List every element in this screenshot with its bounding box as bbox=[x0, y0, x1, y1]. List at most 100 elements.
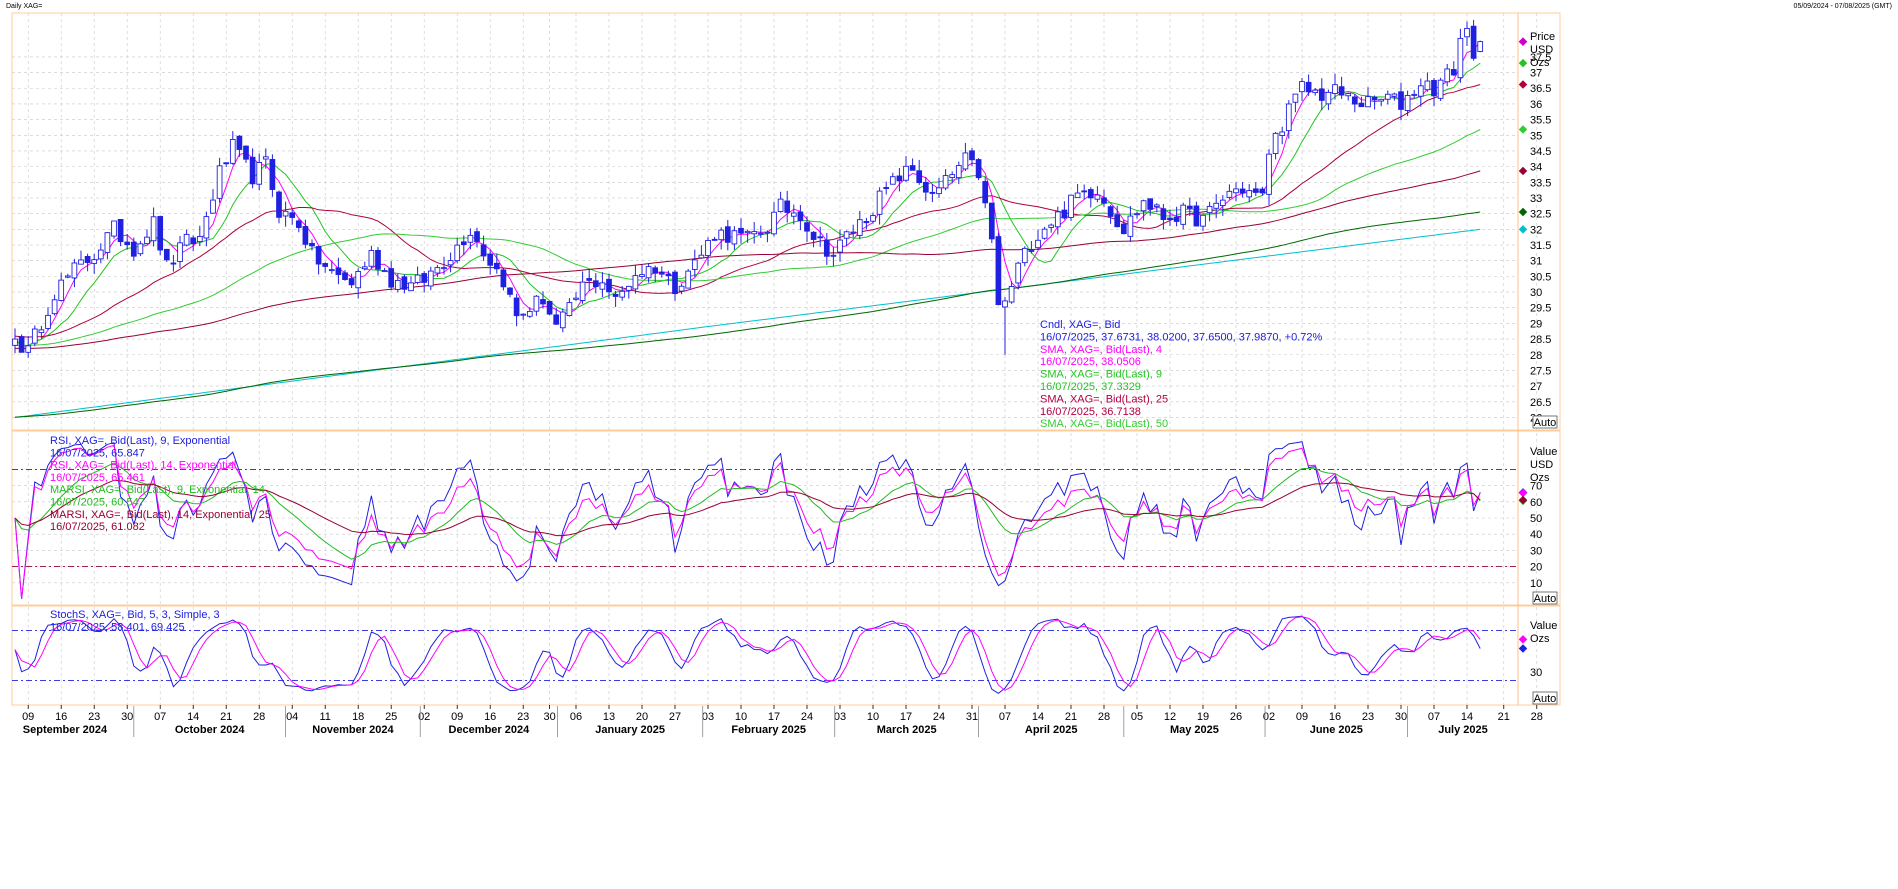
day-label: 10 bbox=[867, 711, 879, 723]
candle-body bbox=[632, 275, 639, 290]
candle-body bbox=[183, 233, 190, 246]
candle-body bbox=[144, 236, 150, 245]
panel-frame bbox=[11, 605, 1519, 706]
candle-body bbox=[335, 267, 342, 276]
candle-body bbox=[896, 175, 903, 182]
candle-body bbox=[1226, 190, 1233, 198]
day-label: 17 bbox=[900, 711, 912, 723]
candle-body bbox=[1272, 132, 1279, 155]
rsi-14-line bbox=[14, 444, 1481, 600]
day-label: 30 bbox=[1395, 711, 1407, 723]
candle-body bbox=[342, 272, 348, 280]
day-label: 31 bbox=[966, 711, 978, 723]
candle-body bbox=[229, 139, 236, 164]
candle-body bbox=[441, 267, 447, 270]
day-label: 12 bbox=[1164, 711, 1176, 723]
candle-body bbox=[672, 271, 678, 295]
candle-body bbox=[414, 274, 421, 283]
candle-body bbox=[111, 220, 117, 237]
price-legend-line: SMA, XAG=, Bid(Last), 9 bbox=[1040, 369, 1162, 381]
price-legend-line: SMA, XAG=, Bid(Last), 4 bbox=[1040, 344, 1162, 356]
rsi-tick-label: 60 bbox=[1530, 497, 1542, 509]
sma-9-line bbox=[14, 62, 1481, 347]
price-tick-label: 28 bbox=[1530, 350, 1542, 362]
sma-50-line bbox=[14, 129, 1481, 346]
day-label: 30 bbox=[543, 711, 555, 723]
sma-25-marker bbox=[1518, 80, 1528, 89]
price-tick-label: 35 bbox=[1530, 130, 1542, 142]
day-label: 07 bbox=[999, 711, 1011, 723]
day-label: 11 bbox=[319, 711, 330, 723]
candle-body bbox=[731, 230, 738, 245]
auto-scale-button[interactable] bbox=[1532, 415, 1558, 429]
day-label: 03 bbox=[702, 711, 714, 723]
candle-body bbox=[1200, 214, 1206, 227]
candle-body bbox=[1035, 239, 1041, 249]
price-legend-line: 16/07/2025, 36.7138 bbox=[1040, 406, 1141, 418]
rsi-legend-line: RSI, XAG=, Bid(Last), 9, Exponential bbox=[50, 435, 230, 447]
auto-scale-label: Auto bbox=[1534, 417, 1557, 429]
candle-body bbox=[170, 262, 177, 265]
candle-body bbox=[995, 236, 1002, 306]
candle-body bbox=[771, 211, 777, 235]
candle-body bbox=[1140, 200, 1147, 212]
day-label: 21 bbox=[220, 711, 232, 723]
candle-body bbox=[1318, 88, 1325, 101]
rsi-tick-label: 40 bbox=[1530, 529, 1542, 541]
candle-body bbox=[757, 232, 764, 235]
price-legend-line: SMA, XAG=, Bid(Last), 100 bbox=[1040, 443, 1174, 455]
candle-body bbox=[1332, 84, 1338, 94]
auto-scale-label: Auto bbox=[1534, 593, 1557, 605]
candle-body bbox=[45, 314, 51, 329]
moving-averages-layer bbox=[14, 37, 1528, 418]
candle-body bbox=[361, 266, 368, 270]
auto-scale-button[interactable] bbox=[1532, 591, 1558, 605]
candle-body bbox=[1120, 223, 1127, 235]
candle-body bbox=[12, 338, 18, 346]
rsi-legend-line: 16/07/2025, 65.847 bbox=[50, 447, 145, 459]
candle-body bbox=[658, 271, 665, 275]
candle-body bbox=[1021, 247, 1028, 264]
sma-4-line bbox=[14, 41, 1481, 347]
day-label: 23 bbox=[1362, 711, 1374, 723]
candle-body bbox=[823, 239, 830, 257]
candle-body bbox=[540, 299, 546, 305]
candle-body bbox=[91, 259, 98, 264]
candle-body bbox=[249, 156, 256, 185]
candle-body bbox=[315, 246, 322, 265]
candle-body bbox=[817, 236, 824, 239]
candle-body bbox=[1180, 204, 1187, 225]
candle-body bbox=[1358, 102, 1365, 108]
price-tick-label: 28.5 bbox=[1530, 334, 1551, 346]
candle-body bbox=[665, 273, 672, 277]
candle-body bbox=[705, 240, 711, 257]
day-label: 16 bbox=[55, 711, 67, 723]
candle-body bbox=[223, 162, 230, 165]
sma-200-marker bbox=[1518, 207, 1528, 217]
day-label: 19 bbox=[1197, 711, 1209, 723]
auto-scale-button[interactable] bbox=[1532, 691, 1558, 705]
sma-100-marker bbox=[1518, 166, 1528, 176]
day-label: 03 bbox=[834, 711, 846, 723]
sma-100-line bbox=[15, 170, 1481, 349]
price-tick-label: 26.5 bbox=[1530, 397, 1551, 409]
price-tick-label: 33.5 bbox=[1530, 177, 1551, 189]
rsi-tick-label: 50 bbox=[1530, 513, 1542, 525]
sma-9-marker bbox=[1518, 58, 1528, 68]
candle-body bbox=[1048, 224, 1055, 228]
price-tick-label: 36.5 bbox=[1530, 83, 1551, 95]
day-label: 25 bbox=[385, 711, 397, 723]
candle-body bbox=[520, 313, 527, 316]
last-price-marker bbox=[1518, 37, 1528, 46]
candle-body bbox=[1246, 190, 1253, 198]
candle-body bbox=[586, 278, 593, 281]
candle-body bbox=[612, 293, 619, 297]
candle-body bbox=[810, 231, 817, 240]
candle-body bbox=[889, 176, 896, 185]
day-label: 26 bbox=[1230, 711, 1242, 723]
stoch-legend-line: StochS, XAG=, Bid, 5, 3, Simple, 3 bbox=[50, 609, 220, 621]
day-label: 16 bbox=[1329, 711, 1341, 723]
day-label: 07 bbox=[1428, 711, 1440, 723]
candle-body bbox=[427, 270, 434, 287]
